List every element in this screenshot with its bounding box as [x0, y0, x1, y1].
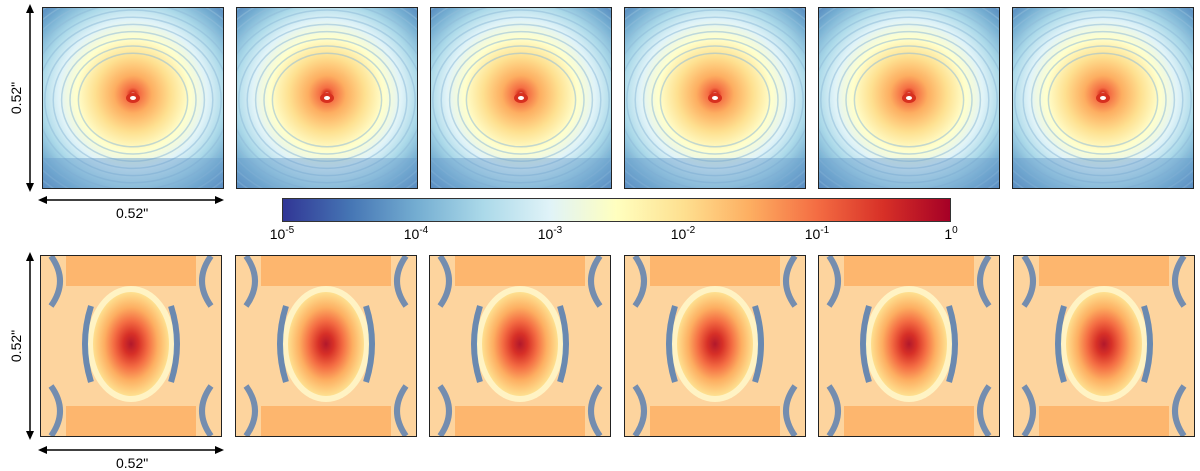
bottom-vertical-arrow	[26, 252, 34, 440]
psf-panel-top-3	[430, 7, 612, 189]
psf-panel-bottom-4	[624, 255, 806, 437]
colorbar-tick-6: 10	[944, 225, 958, 242]
psf-panel-bottom-6	[1013, 255, 1195, 437]
psf-panel-top-6	[1012, 7, 1194, 189]
psf-panel-top-5	[818, 7, 1000, 189]
colorbar-tick-5: 10-1	[804, 225, 830, 242]
colorbar-tick-1: 10-5	[269, 225, 295, 242]
psf-panel-top-2	[236, 7, 418, 189]
psf-panel-bottom-2	[235, 255, 417, 437]
bottom-horizontal-scale-label: 0.52"	[116, 455, 149, 471]
top-vertical-scale-label: 0.52"	[8, 81, 24, 115]
top-horizontal-scale-label: 0.52"	[116, 205, 149, 221]
colorbar-tick-3: 10-3	[537, 225, 563, 242]
top-vertical-arrow	[26, 4, 34, 192]
psf-panel-top-4	[624, 7, 806, 189]
psf-panel-bottom-5	[818, 255, 1000, 437]
psf-panel-bottom-1	[40, 255, 222, 437]
colorbar-tick-2: 10-4	[403, 225, 429, 242]
top-horizontal-arrow	[38, 196, 224, 204]
bottom-vertical-scale-label: 0.52"	[8, 329, 24, 363]
colorbar-tick-4: 10-2	[670, 225, 696, 242]
psf-panel-top-1	[42, 7, 224, 189]
bottom-horizontal-arrow	[38, 446, 224, 454]
colorbar	[282, 198, 951, 222]
psf-panel-bottom-3	[429, 255, 611, 437]
